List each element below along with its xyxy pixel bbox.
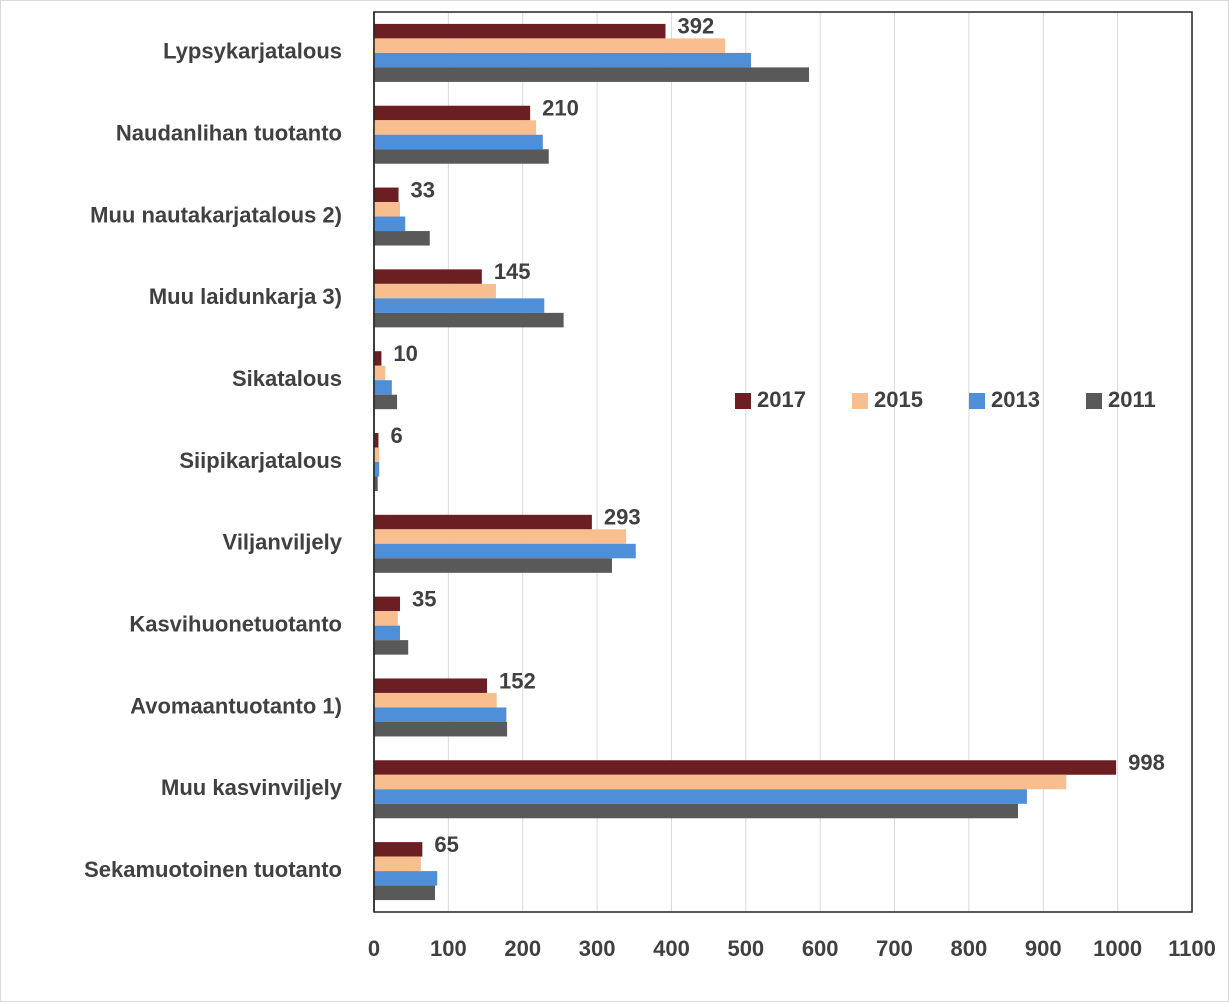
bar bbox=[374, 596, 401, 612]
bar bbox=[374, 514, 592, 530]
bar bbox=[374, 462, 380, 477]
y-tick-label: Siipikarjatalous bbox=[179, 448, 342, 473]
bar bbox=[374, 380, 392, 395]
bar bbox=[374, 625, 401, 641]
bar bbox=[374, 721, 508, 737]
bar bbox=[374, 394, 398, 410]
y-tick-label: Kasvihuonetuotanto bbox=[129, 611, 342, 636]
bar bbox=[374, 312, 564, 328]
bar bbox=[374, 120, 537, 135]
legend-swatch bbox=[1086, 393, 1102, 409]
x-tick-label: 1000 bbox=[1093, 936, 1142, 961]
x-tick-label: 400 bbox=[653, 936, 690, 961]
bar bbox=[374, 476, 378, 491]
bar bbox=[374, 611, 398, 626]
y-tick-label: Viljanviljely bbox=[223, 530, 343, 555]
data-label: 145 bbox=[494, 259, 531, 284]
legend-swatch bbox=[735, 393, 751, 409]
bar bbox=[374, 447, 380, 462]
data-label: 33 bbox=[411, 177, 435, 202]
bar bbox=[374, 269, 482, 284]
bar bbox=[374, 23, 666, 39]
bar bbox=[374, 692, 497, 708]
bar bbox=[374, 433, 379, 448]
data-label: 10 bbox=[393, 341, 417, 366]
bar bbox=[374, 707, 507, 722]
bar bbox=[374, 856, 421, 872]
data-label: 152 bbox=[499, 668, 536, 693]
bar bbox=[374, 283, 496, 299]
y-tick-label: Muu laidunkarja 3) bbox=[149, 284, 342, 309]
legend-label: 2013 bbox=[991, 387, 1040, 412]
x-tick-label: 300 bbox=[579, 936, 616, 961]
legend-swatch bbox=[852, 393, 868, 409]
data-label: 210 bbox=[542, 96, 579, 121]
y-tick-label: Naudanlihan tuotanto bbox=[116, 121, 342, 146]
legend-label: 2015 bbox=[874, 387, 923, 412]
bar bbox=[374, 678, 488, 693]
bar bbox=[374, 640, 409, 655]
bar bbox=[374, 885, 435, 901]
bar bbox=[374, 105, 531, 121]
bar bbox=[374, 774, 1067, 790]
bar bbox=[374, 558, 612, 573]
y-tick-label: Sikatalous bbox=[232, 366, 342, 391]
x-tick-label: 600 bbox=[802, 936, 839, 961]
bar bbox=[374, 149, 549, 164]
data-label: 392 bbox=[678, 14, 715, 39]
bar bbox=[374, 67, 810, 82]
y-tick-label: Muu kasvinviljely bbox=[161, 775, 343, 800]
legend-label: 2011 bbox=[1108, 387, 1156, 412]
x-tick-label: 100 bbox=[430, 936, 467, 961]
x-tick-label: 800 bbox=[951, 936, 988, 961]
bar bbox=[374, 231, 430, 246]
bar bbox=[374, 187, 399, 203]
bar bbox=[374, 216, 406, 232]
bar bbox=[374, 842, 423, 857]
y-tick-label: Muu nautakarjatalous 2) bbox=[90, 202, 342, 227]
bar bbox=[374, 803, 1018, 819]
y-tick-label: Avomaantuotanto 1) bbox=[130, 693, 342, 718]
data-label: 293 bbox=[604, 505, 641, 530]
y-tick-label: Lypsykarjatalous bbox=[163, 39, 342, 64]
bar bbox=[374, 134, 543, 150]
legend-label: 2017 bbox=[757, 387, 806, 412]
bar bbox=[374, 871, 438, 886]
data-label: 998 bbox=[1128, 750, 1165, 775]
bar bbox=[374, 52, 752, 68]
bar bbox=[374, 543, 636, 559]
data-label: 65 bbox=[434, 832, 458, 857]
bar bbox=[374, 365, 386, 381]
x-tick-label: 0 bbox=[368, 936, 380, 961]
data-label: 6 bbox=[390, 423, 402, 448]
data-label: 35 bbox=[412, 586, 436, 611]
x-tick-label: 200 bbox=[504, 936, 541, 961]
bar bbox=[374, 760, 1117, 775]
x-tick-label: 1100 bbox=[1168, 936, 1216, 961]
x-tick-label: 700 bbox=[876, 936, 913, 961]
y-tick-label: Sekamuotoinen tuotanto bbox=[84, 857, 342, 882]
bar bbox=[374, 789, 1027, 804]
legend-swatch bbox=[969, 393, 985, 409]
bar bbox=[374, 351, 382, 366]
bar bbox=[374, 298, 545, 313]
bar bbox=[374, 529, 627, 544]
bar bbox=[374, 202, 401, 217]
bar bbox=[374, 38, 725, 53]
x-tick-label: 900 bbox=[1025, 936, 1062, 961]
x-tick-label: 500 bbox=[727, 936, 764, 961]
